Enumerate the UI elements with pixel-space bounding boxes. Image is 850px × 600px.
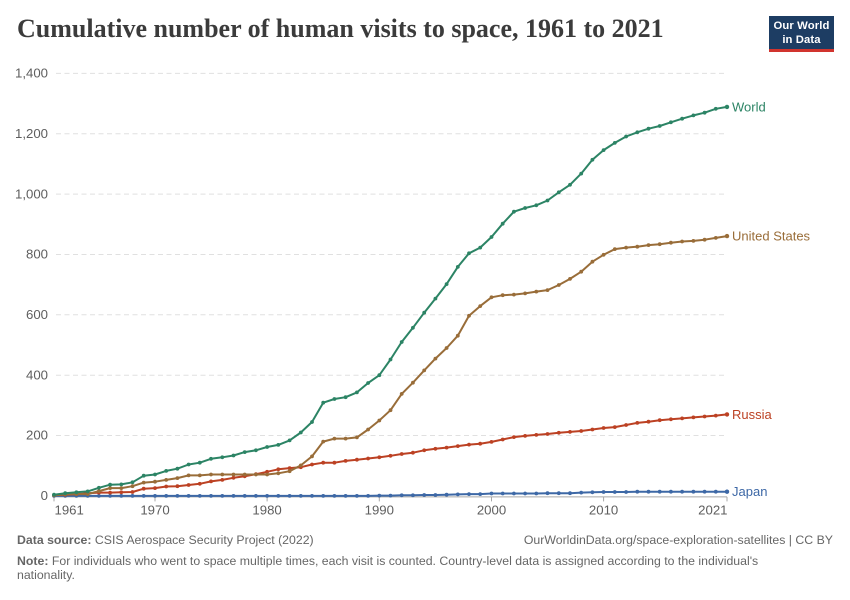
svg-text:Russia: Russia [732, 407, 773, 422]
svg-text:Japan: Japan [732, 484, 767, 499]
svg-text:1980: 1980 [252, 503, 281, 518]
svg-text:1970: 1970 [140, 503, 169, 518]
svg-text:2010: 2010 [589, 503, 618, 518]
svg-text:United States: United States [732, 229, 811, 244]
svg-text:400: 400 [26, 367, 48, 382]
svg-text:600: 600 [26, 307, 48, 322]
svg-text:1961: 1961 [55, 503, 84, 518]
svg-text:800: 800 [26, 247, 48, 262]
svg-text:1990: 1990 [365, 503, 394, 518]
svg-text:1,400: 1,400 [15, 66, 48, 81]
svg-text:2021: 2021 [698, 503, 727, 518]
svg-text:1,200: 1,200 [15, 126, 48, 141]
svg-text:World: World [732, 99, 766, 114]
svg-text:200: 200 [26, 428, 48, 443]
svg-text:0: 0 [41, 488, 48, 503]
svg-text:2000: 2000 [477, 503, 506, 518]
svg-text:1,000: 1,000 [15, 186, 48, 201]
